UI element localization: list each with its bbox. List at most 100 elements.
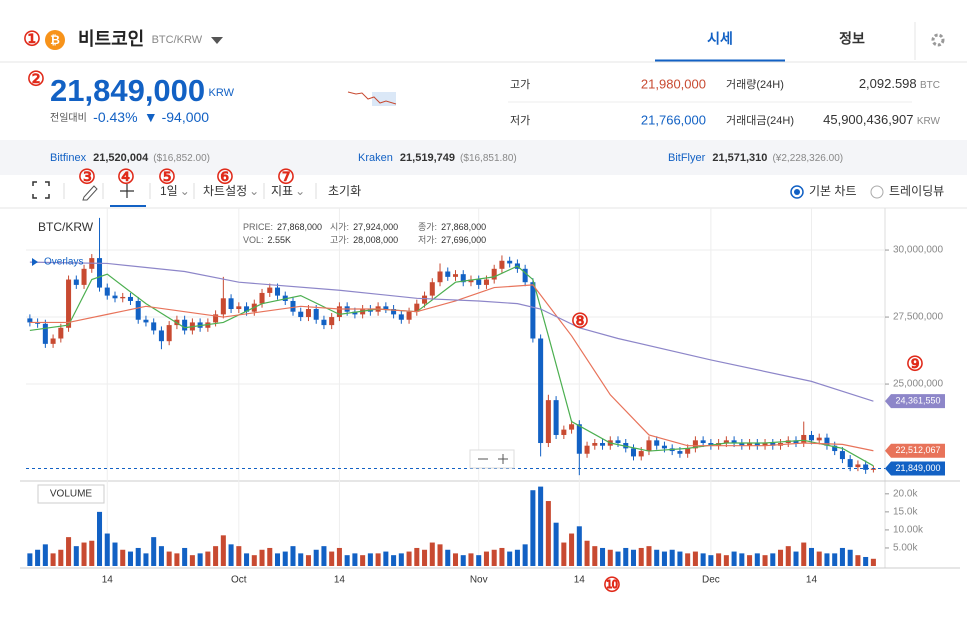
reset[interactable]: 초기화: [328, 184, 361, 198]
candle-body: [545, 400, 551, 444]
volume-bar: [499, 547, 505, 566]
candle-body: [259, 292, 265, 304]
price-line: 21,849,000 KRW: [50, 73, 235, 108]
stat-value-line: 45,900,436,907 KRW: [823, 112, 940, 127]
caret: ⌄: [249, 184, 259, 198]
toolbar-item[interactable]: 차트설정 ⌄: [203, 184, 259, 198]
annotation-marker: ⑤: [158, 166, 176, 188]
toolbar-item[interactable]: 지표 ⌄: [271, 184, 305, 198]
change-pct: -0.43%: [93, 109, 137, 125]
volume-bar: [352, 553, 358, 566]
coin-title[interactable]: 비트코인 BTC/KRW: [78, 29, 203, 49]
x-tick-label: Dec: [702, 575, 720, 586]
x-tick-label: 14: [574, 575, 586, 586]
candle-body: [35, 322, 41, 324]
tab[interactable]: 정보: [839, 31, 865, 47]
annotation-marker: ⑨: [906, 353, 924, 375]
volume-tick-label: 5.00k: [893, 543, 918, 554]
overlay-toggle[interactable]: [32, 258, 38, 266]
volume-bar: [654, 549, 660, 566]
radio-label[interactable]: 트레이딩뷰: [889, 184, 944, 198]
candle-body: [483, 279, 489, 285]
stat-value-line: 2,092.598 BTC: [859, 76, 940, 91]
volume-bar: [623, 547, 629, 566]
chart-settings: 차트설정: [203, 184, 247, 198]
candle-body: [50, 338, 56, 344]
candle-body: [584, 445, 590, 454]
candle-body: [66, 279, 72, 328]
volume-bar: [839, 547, 845, 566]
dropdown-caret[interactable]: [211, 37, 223, 44]
info-value: 2.55K: [268, 235, 292, 245]
candle-body: [522, 268, 528, 283]
current-price: 21,849,000: [50, 73, 205, 108]
volume-bar: [855, 555, 861, 566]
volume-bar: [97, 511, 103, 566]
overlay-legend[interactable]: Overlays: [44, 257, 83, 268]
volume-bar: [259, 549, 265, 566]
candle-body: [576, 424, 582, 454]
candle-body: [762, 443, 768, 446]
change-amount: ▼ -94,000: [144, 109, 209, 125]
candle-body: [468, 279, 474, 283]
candle-body: [406, 311, 412, 320]
volume-bar: [584, 540, 590, 566]
radio[interactable]: [790, 185, 804, 199]
toolbar-item[interactable]: 1일 ⌄: [160, 184, 190, 198]
volume-bar: [669, 549, 675, 566]
radio-label[interactable]: 기본 차트: [809, 184, 857, 198]
sparkline: [347, 91, 397, 105]
volume-bar: [360, 555, 366, 566]
volume-bar: [600, 547, 606, 566]
caret: ⌄: [295, 184, 305, 198]
volume-bar: [592, 546, 598, 566]
draw-icon[interactable]: [82, 185, 98, 201]
candle-body: [870, 468, 876, 470]
volume-bar: [174, 553, 180, 566]
settings-icon[interactable]: [931, 33, 945, 47]
candle-body: [429, 282, 435, 296]
volume-bar: [445, 549, 451, 566]
tab[interactable]: 시세: [707, 31, 733, 47]
candle-body: [615, 440, 621, 444]
zoom-icons[interactable]: [478, 454, 508, 464]
volume-bar: [313, 549, 319, 566]
volume-bar: [514, 549, 520, 566]
candle-body: [182, 319, 188, 331]
candle-body: [445, 271, 451, 277]
radio[interactable]: [870, 185, 884, 199]
overlay-line: [29, 265, 874, 467]
stat-unit: BTC: [920, 80, 940, 91]
info-item: 시가: 27,924,000: [330, 222, 398, 232]
volume-bar: [213, 546, 219, 566]
candle-body: [600, 443, 606, 446]
volume-bar: [398, 553, 404, 566]
candle-body: [135, 300, 141, 320]
volume-bar: [530, 490, 536, 566]
y-tick-label: 27,500,000: [893, 312, 943, 323]
candle-body: [228, 298, 234, 310]
candle-body: [747, 443, 753, 446]
volume-bar: [545, 501, 551, 566]
volume-bar: [197, 553, 203, 566]
volume-bar: [576, 526, 582, 566]
exchange-name: BitFlyer: [668, 152, 706, 164]
candle-body: [352, 311, 358, 315]
price-tag: [885, 394, 945, 409]
volume-bar: [414, 547, 420, 566]
candle-body: [739, 443, 745, 446]
info-value: 27,924,000: [353, 222, 398, 232]
volume-bar: [646, 546, 652, 566]
crosshair-icon[interactable]: [120, 184, 134, 198]
candle-body: [685, 448, 691, 454]
volume-bar: [166, 551, 172, 566]
coin-pair: BTC/KRW: [152, 34, 203, 46]
radio-dot: [794, 189, 800, 195]
price-tag-label: 21,849,000: [895, 463, 940, 473]
fullscreen-icon[interactable]: [32, 181, 50, 199]
volume-bar: [344, 555, 350, 566]
info-label: 종가:: [418, 222, 437, 232]
annotation-marker: ⑥: [216, 166, 234, 188]
volume-bar: [274, 553, 281, 566]
